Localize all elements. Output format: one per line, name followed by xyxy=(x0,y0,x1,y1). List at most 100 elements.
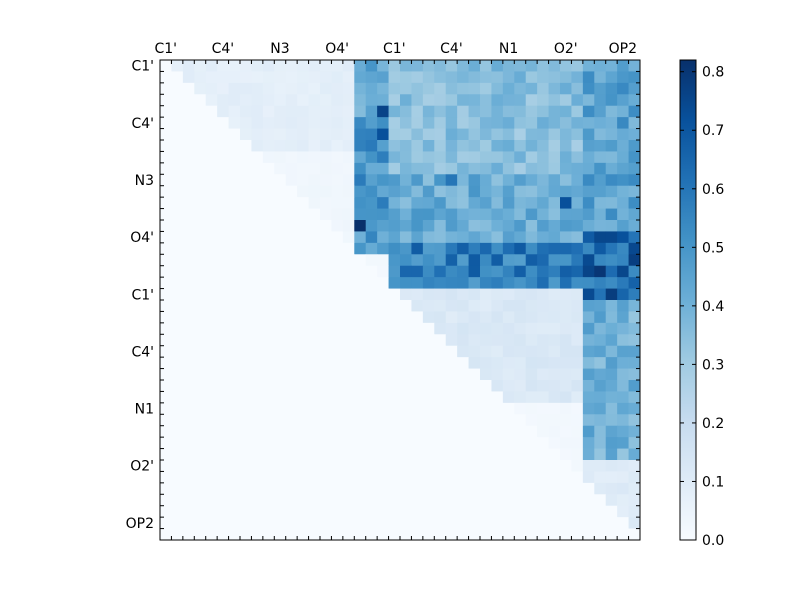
heatmap-cell xyxy=(205,105,218,118)
heatmap-cell xyxy=(605,71,618,84)
heatmap-cell xyxy=(560,357,572,369)
heatmap-cell xyxy=(628,231,641,244)
heatmap-cell xyxy=(285,140,298,152)
heatmap-cell xyxy=(560,380,572,392)
heatmap-cell xyxy=(251,471,264,484)
heatmap-cell xyxy=(365,322,378,335)
heatmap-cell xyxy=(400,322,412,335)
heatmap-cell xyxy=(217,322,229,335)
heatmap-cell xyxy=(445,368,458,381)
heatmap-cell xyxy=(262,414,275,427)
heatmap-cell xyxy=(388,322,401,335)
heatmap-cell xyxy=(422,437,435,449)
heatmap-cell xyxy=(251,231,264,244)
heatmap-cell xyxy=(571,322,584,335)
heatmap-cell xyxy=(217,185,229,198)
heatmap-cell xyxy=(217,105,229,118)
row-tick-label: N1 xyxy=(135,402,154,418)
heatmap-cell xyxy=(582,322,595,335)
heatmap-cell xyxy=(411,162,424,175)
heatmap-cell xyxy=(422,482,435,495)
heatmap-cell xyxy=(537,288,549,301)
heatmap-cell xyxy=(491,380,504,392)
heatmap-cell xyxy=(240,425,252,438)
heatmap-cell xyxy=(308,117,321,129)
heatmap-cell xyxy=(594,231,607,244)
heatmap-cell xyxy=(251,311,264,324)
heatmap-cell xyxy=(502,231,515,244)
heatmap-cell xyxy=(457,448,469,461)
heatmap-cell xyxy=(228,460,241,472)
heatmap-cell xyxy=(160,414,172,427)
heatmap-cell xyxy=(388,380,401,392)
heatmap-cell xyxy=(377,402,389,415)
heatmap-cell xyxy=(594,277,607,289)
heatmap-cell xyxy=(548,288,561,301)
heatmap-cell xyxy=(274,437,287,449)
heatmap-cell xyxy=(571,197,584,209)
heatmap-cell xyxy=(514,380,527,392)
heatmap-cell xyxy=(365,82,378,95)
heatmap-cell xyxy=(228,174,241,187)
heatmap-cell xyxy=(628,482,641,495)
heatmap-cell xyxy=(537,448,549,461)
heatmap-cell xyxy=(240,105,252,118)
heatmap-cell xyxy=(445,505,458,518)
heatmap-cell xyxy=(251,220,264,232)
heatmap-cell xyxy=(365,117,378,129)
heatmap-cell xyxy=(617,311,629,324)
heatmap-cell xyxy=(560,288,572,301)
heatmap-cell xyxy=(160,482,172,495)
heatmap-cell xyxy=(571,425,584,438)
heatmap-cell xyxy=(422,105,435,118)
heatmap-cell xyxy=(628,174,641,187)
heatmap-cell xyxy=(537,322,549,335)
heatmap-cell xyxy=(331,128,344,141)
heatmap-cell xyxy=(548,94,561,107)
heatmap-cell xyxy=(240,345,252,358)
heatmap-cell xyxy=(491,448,504,461)
heatmap-cell xyxy=(320,391,332,404)
heatmap-cell xyxy=(331,368,344,381)
heatmap-cell xyxy=(548,254,561,267)
heatmap-cell xyxy=(537,220,549,232)
heatmap-cell xyxy=(548,345,561,358)
column-tick-label: O2' xyxy=(554,41,578,57)
heatmap-cell xyxy=(240,505,252,518)
heatmap-cell xyxy=(480,71,492,84)
heatmap-cell xyxy=(502,220,515,232)
heatmap-cell xyxy=(388,300,401,312)
heatmap-cell xyxy=(400,528,412,541)
heatmap-cell xyxy=(617,185,629,198)
heatmap-cell xyxy=(251,368,264,381)
heatmap-cell xyxy=(240,460,252,472)
heatmap-cell xyxy=(502,288,515,301)
heatmap-cell xyxy=(194,117,207,129)
heatmap-cell xyxy=(422,174,435,187)
heatmap-cell xyxy=(594,368,607,381)
heatmap-cell xyxy=(331,482,344,495)
heatmap-cell xyxy=(262,517,275,529)
colorbar-tick-label: 0.7 xyxy=(702,123,724,139)
heatmap-cell xyxy=(331,380,344,392)
heatmap-cell xyxy=(480,357,492,369)
heatmap-cell xyxy=(582,277,595,289)
heatmap-cell xyxy=(182,357,195,369)
heatmap-cell xyxy=(331,208,344,221)
heatmap-cell xyxy=(571,311,584,324)
heatmap-cell xyxy=(468,231,481,244)
heatmap-cell xyxy=(445,117,458,129)
heatmap-cell xyxy=(194,368,207,381)
heatmap-cell xyxy=(377,151,389,164)
heatmap-cell xyxy=(240,437,252,449)
heatmap-cell xyxy=(262,460,275,472)
heatmap-cell xyxy=(240,494,252,507)
heatmap-cell xyxy=(491,460,504,472)
heatmap-cell xyxy=(400,105,412,118)
heatmap-cell xyxy=(514,128,527,141)
heatmap-cell xyxy=(182,345,195,358)
heatmap-cell xyxy=(548,460,561,472)
heatmap-cell xyxy=(377,482,389,495)
heatmap-cell xyxy=(445,277,458,289)
heatmap-cell xyxy=(240,380,252,392)
